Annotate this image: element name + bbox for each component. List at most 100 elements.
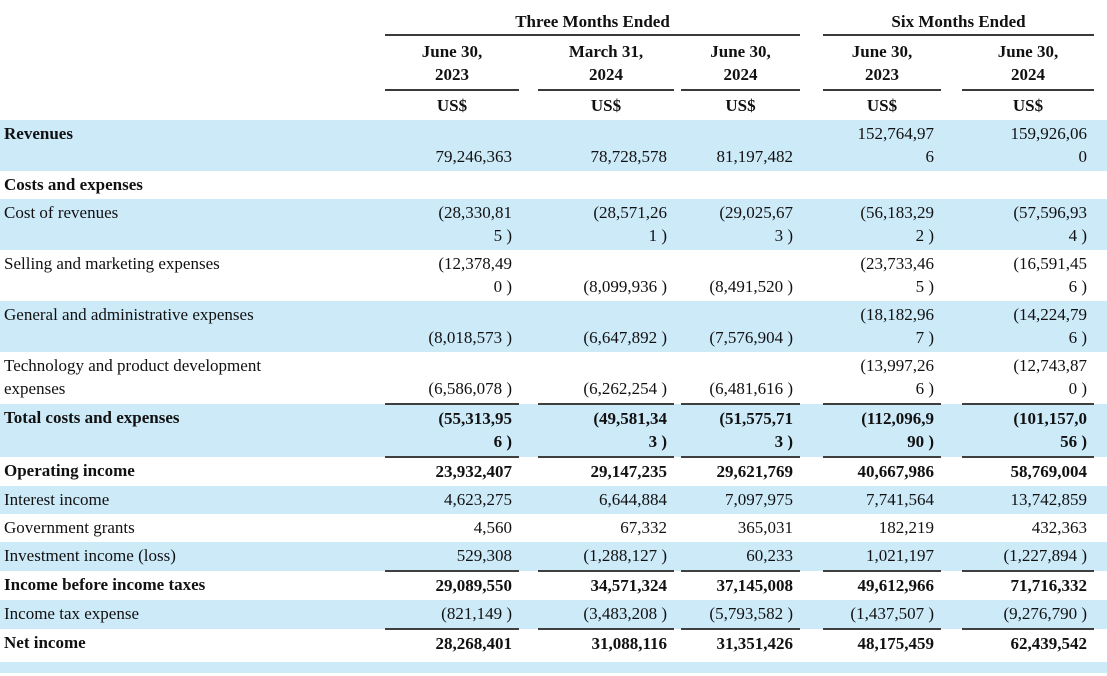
value-cell: 67,332 <box>620 518 667 537</box>
table-row: Operating income 23,932,407 29,147,235 2… <box>0 457 1107 486</box>
column-gap <box>519 352 538 404</box>
row-right-pad <box>1094 352 1107 404</box>
column-gap <box>941 171 962 199</box>
value-cell: 62,439,542 <box>1010 634 1088 653</box>
value-cell: (12,378,49 0 ) <box>438 254 512 296</box>
column-gap <box>519 542 538 571</box>
value-cell: (101,157,0 56 ) <box>962 404 1095 458</box>
group-gap <box>800 301 823 352</box>
row-right-pad <box>1094 514 1107 542</box>
column-gap <box>674 199 681 250</box>
column-header-unit: US$ <box>725 96 756 115</box>
value-cell: (18,182,96 7 ) <box>823 301 941 352</box>
group-gap <box>800 199 823 250</box>
value-cell: 152,764,97 6 <box>823 120 941 171</box>
column-gap <box>674 404 681 457</box>
column-header-period: June 30, 2023 <box>823 35 941 91</box>
table-body: Revenues 79,246,363 78,728,578 81,197,48… <box>0 120 1107 658</box>
table-row: Interest income 4,623,275 6,644,884 7,09… <box>0 486 1107 514</box>
row-right-pad <box>1094 571 1107 600</box>
value-cell: (29,025,67 3 ) <box>681 199 800 250</box>
value-cell: 31,351,426 <box>716 634 794 653</box>
column-gap <box>941 571 962 600</box>
row-label: Net income <box>4 633 86 652</box>
column-header-unit: US$ <box>436 96 468 115</box>
value-cell: 81,197,482 <box>681 120 800 171</box>
group-gap <box>800 352 823 404</box>
column-gap <box>941 199 962 250</box>
value-cell: 13,742,859 <box>962 486 1095 514</box>
table-row: Government grants 4,560 67,332 365,031 1… <box>0 514 1107 542</box>
table-row: Revenues 79,246,363 78,728,578 81,197,48… <box>0 120 1107 171</box>
value-cell: 71,716,332 <box>1010 576 1088 595</box>
column-gap <box>941 600 962 629</box>
value-cell: (6,262,254 ) <box>538 352 674 405</box>
table-row: Selling and marketing expenses (12,378,4… <box>0 250 1107 301</box>
column-gap <box>941 352 962 404</box>
value-cell: 34,571,324 <box>590 576 668 595</box>
value-cell: (3,483,208 ) <box>538 600 674 630</box>
value-cell: (8,099,936 ) <box>583 277 667 296</box>
value-cell: 4,623,275 <box>385 486 519 514</box>
value-cell: 78,728,578 <box>538 120 674 171</box>
row-label: Investment income (loss) <box>0 542 385 571</box>
header-right-pad <box>1094 8 1107 35</box>
value-cell: (8,018,573 ) <box>385 301 519 352</box>
table-row: Technology and product development expen… <box>0 352 1107 405</box>
table-row: General and administrative expenses (8,0… <box>0 301 1107 352</box>
value-cell: 49,612,966 <box>857 576 935 595</box>
row-label: Technology and product development expen… <box>4 356 262 398</box>
table-row: Costs and expenses <box>0 171 1107 199</box>
value-cell: (6,647,892 ) <box>538 301 674 352</box>
group-gap <box>800 600 823 629</box>
column-gap <box>674 542 681 571</box>
column-gap <box>519 514 538 542</box>
row-label: Income tax expense <box>0 600 385 629</box>
value-cell: 159,926,06 0 <box>962 120 1095 171</box>
group-gap <box>800 486 823 514</box>
value-cell: 28,268,401 <box>435 634 513 653</box>
value-cell: 23,932,407 <box>435 462 513 481</box>
group-gap <box>800 629 823 658</box>
value-cell: (16,591,45 6 ) <box>1013 254 1088 296</box>
column-gap <box>674 250 681 301</box>
value-cell: (28,571,26 1 ) <box>538 199 674 250</box>
value-cell: (821,149 ) <box>385 600 519 630</box>
value-cell: 40,667,986 <box>857 462 935 481</box>
column-gap <box>519 629 538 658</box>
row-label: Cost of revenues <box>0 199 385 250</box>
column-gap <box>519 600 538 629</box>
group-gap <box>800 404 823 457</box>
value-cell: 7,097,975 <box>681 486 800 514</box>
row-right-pad <box>1094 542 1107 571</box>
table-row: Cost of revenues (28,330,81 5 ) (28,571,… <box>0 199 1107 250</box>
table-row: Income before income taxes 29,089,550 34… <box>0 571 1107 600</box>
column-gap <box>941 457 962 486</box>
column-header-period: June 30, 2024 <box>962 35 1095 91</box>
value-cell: (6,586,078 ) <box>385 352 519 405</box>
value-cell: 432,363 <box>1031 518 1088 537</box>
column-gap <box>941 120 962 171</box>
group-gap <box>800 571 823 600</box>
column-gap <box>674 629 681 658</box>
value-cell <box>538 171 674 199</box>
bottom-strip <box>0 662 1107 673</box>
row-right-pad <box>1094 171 1107 199</box>
column-gap <box>941 542 962 571</box>
unit-header-row: US$ US$ US$ US$ US$ <box>0 90 1107 120</box>
group-header-three-months: Three Months Ended <box>385 8 800 36</box>
row-label: Government grants <box>4 518 135 537</box>
column-gap <box>674 301 681 352</box>
value-cell: (1,288,127 ) <box>538 542 674 572</box>
table-row: Net income 28,268,401 31,088,116 31,351,… <box>0 629 1107 658</box>
row-right-pad <box>1094 301 1107 352</box>
income-statement-table: Three Months Ended Six Months Ended June… <box>0 8 1107 658</box>
group-header-six-months: Six Months Ended <box>823 8 1095 36</box>
column-gap <box>674 457 681 486</box>
value-cell: 60,233 <box>681 542 800 572</box>
row-label: Selling and marketing expenses <box>4 254 220 273</box>
column-gap <box>941 404 962 457</box>
column-gap <box>519 571 538 600</box>
table-row: Investment income (loss) 529,308 (1,288,… <box>0 542 1107 572</box>
value-cell: 37,145,008 <box>716 576 794 595</box>
